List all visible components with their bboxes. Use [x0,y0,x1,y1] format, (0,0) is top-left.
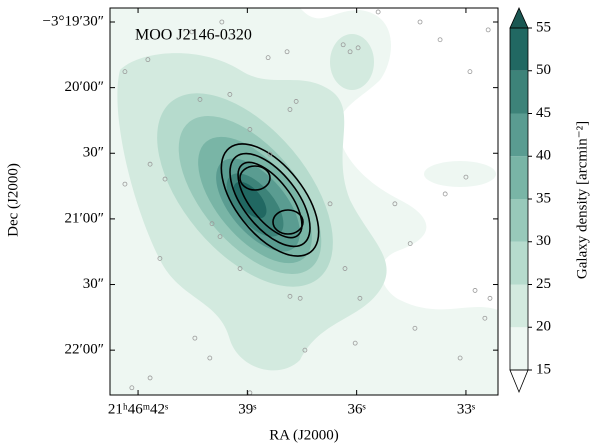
galaxy-point [287,293,293,299]
galaxy-point [357,295,363,301]
colorbar-band [510,156,528,199]
chart-title: MOO J2146-0320 [135,27,252,44]
density-band [330,34,374,90]
overlay-contour [239,165,271,191]
galaxy-point [375,9,381,15]
galaxy-point [412,325,418,331]
galaxy-point [217,234,223,240]
galaxy-point [302,347,308,353]
galaxy-point [457,355,463,361]
colorbar-tick-label: 30 [536,233,551,249]
galaxy-point [197,97,203,102]
colorbar-band [510,199,528,242]
colorbar-tick-label: 35 [536,190,551,206]
galaxy-point [442,191,448,197]
overlay-contour [272,209,304,235]
galaxy-point [265,55,271,61]
galaxy-point [189,29,195,35]
y-axis-label: Dec (J2000) [5,163,21,237]
density-band [424,161,496,187]
colorbar-extend-low [509,369,529,394]
overlay-contour [229,152,311,248]
galaxy-point [267,151,273,157]
galaxy-point [145,57,151,63]
galaxy-point [463,174,469,180]
galaxy-point [467,69,473,75]
galaxy-point [207,355,213,361]
colorbar-extend-high [509,7,529,29]
colorbar-tick-label: 50 [536,62,551,78]
overlay-contour [220,143,320,257]
y-tick-label: −3°19′30″ [43,13,105,29]
x-tick-label: 36ˢ [348,401,366,417]
plot-area [110,8,498,395]
galaxy-point [392,201,398,207]
galaxy-point [209,221,215,227]
galaxy-point [129,385,135,391]
colorbar-tick-label: 40 [536,148,551,164]
galaxy-point [247,127,253,132]
colorbar-tick-label: 15 [536,361,551,377]
galaxy-point [437,37,443,43]
galaxy-point [352,340,358,346]
colorbar-band [510,28,528,71]
y-tick-label: 30″ [83,145,104,161]
galaxy-point [342,266,348,271]
x-tick-label: 39ˢ [238,401,256,417]
galaxy-point [147,161,153,167]
y-tick-label: 22′00″ [64,342,104,358]
colorbar-label: Galaxy density [arcmin⁻²] [574,121,590,279]
galaxy-point [122,69,128,75]
overlay-contour [237,161,303,239]
colorbar-band [510,241,528,285]
y-tick-label: 30″ [83,276,104,292]
y-tick-label: 21′00″ [64,210,104,226]
galaxy-point [487,295,493,301]
colorbar-tick-label: 45 [536,105,551,121]
galaxy-point [287,107,293,112]
galaxy-point [407,241,413,247]
galaxy-point [340,42,346,48]
density-band [117,372,149,392]
galaxy-point [219,19,225,25]
x-axis-label: RA (J2000) [269,427,339,443]
y-tick-label: 20′00″ [64,79,104,95]
galaxy-point [347,49,353,55]
colorbar-band [510,113,528,157]
galaxy-point [147,375,153,381]
galaxy-point [227,92,233,97]
galaxy-point [237,266,243,271]
galaxy-point [482,315,488,321]
galaxy-point [293,99,299,104]
galaxy-point [297,295,303,301]
galaxy-point [162,176,168,182]
galaxy-point [355,45,361,51]
colorbar-band [510,327,528,370]
colorbar-band [510,70,528,114]
galaxy-point [284,49,290,55]
galaxy-point [485,27,491,33]
plot-frame [109,7,499,396]
galaxy-point [157,256,163,261]
colorbar-tick-label: 55 [536,19,551,35]
galaxy-point [472,288,478,293]
colorbar-tick-label: 20 [536,319,551,335]
galaxy-point [122,181,128,187]
galaxy-point [417,19,423,25]
x-tick-label: 33ˢ [457,401,475,417]
colorbar-tick-label: 25 [536,276,551,292]
galaxy-point [192,335,198,341]
x-tick-label: 21ʰ46ᵐ42ˢ [108,401,168,417]
galaxy-point [327,201,333,207]
colorbar-band [510,284,528,328]
